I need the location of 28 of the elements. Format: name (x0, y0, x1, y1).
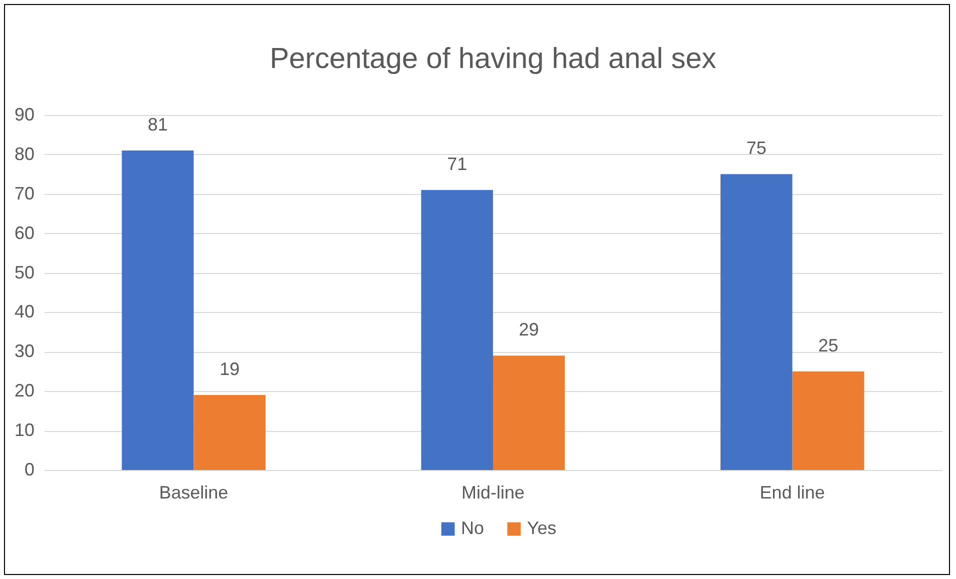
x-tick-label: Baseline (159, 482, 228, 502)
y-tick-label: 80 (14, 144, 34, 164)
y-tick-label: 0 (24, 460, 34, 480)
y-tick-label: 70 (14, 183, 34, 204)
y-tick-label: 50 (14, 262, 34, 282)
x-tick-label: End line (760, 482, 825, 502)
data-label: 81 (148, 114, 168, 134)
bar (194, 395, 266, 470)
chart-title: Percentage of having had anal sex (270, 43, 717, 75)
data-label: 75 (746, 138, 766, 158)
data-label: 19 (220, 359, 240, 380)
data-label: 71 (447, 154, 468, 174)
y-tick-label: 10 (14, 420, 34, 440)
bar (493, 356, 565, 470)
bar (720, 174, 792, 470)
y-tick-label: 30 (14, 341, 34, 362)
legend-label: No (461, 518, 484, 538)
bar (122, 150, 194, 470)
data-label: 29 (518, 320, 539, 340)
bar (792, 371, 864, 470)
bar (421, 190, 493, 470)
y-tick-label: 20 (14, 380, 34, 401)
data-label: 25 (818, 335, 838, 356)
y-tick-label: 60 (14, 222, 34, 243)
legend-label: Yes (527, 518, 556, 538)
y-tick-label: 40 (14, 302, 34, 322)
y-tick-label: 90 (14, 104, 34, 124)
x-tick-label: Mid-line (461, 482, 525, 502)
